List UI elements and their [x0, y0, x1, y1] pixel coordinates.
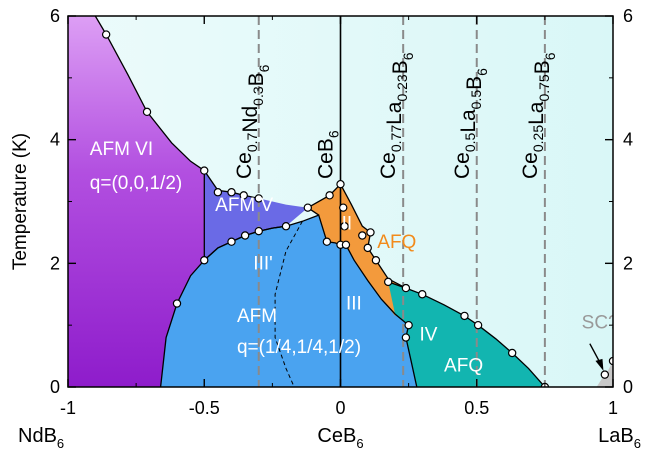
- data-point: [254, 226, 263, 236]
- data-point: [325, 191, 334, 200]
- region-iv-afq: [388, 281, 545, 387]
- data-point: [240, 231, 250, 240]
- data-point: [418, 290, 427, 299]
- data-point: [142, 107, 152, 117]
- data-point: [200, 166, 209, 175]
- data-point: [600, 370, 610, 379]
- y-tick-label-right: 2: [623, 253, 633, 273]
- data-point: [363, 243, 372, 253]
- y-tick-label-right: 4: [623, 130, 633, 150]
- data-point: [101, 30, 111, 39]
- composition-label: CeB6: [315, 130, 342, 179]
- phase-label: III': [253, 254, 272, 275]
- composition-label: Ce0.77La0.23B6: [377, 52, 416, 179]
- y-tick-label: 4: [50, 130, 60, 150]
- data-point: [358, 231, 367, 240]
- x-tick-label: -1: [60, 398, 76, 418]
- sc-arrow: [589, 343, 604, 371]
- phase-boundary: [339, 183, 407, 289]
- data-point: [507, 348, 517, 358]
- data-point: [608, 356, 613, 366]
- phase-label: q=(1/4,1/4,1/2): [237, 337, 361, 358]
- phase-label: q=(0,0,1/2): [90, 173, 182, 194]
- data-point: [172, 299, 182, 308]
- region-sc: [596, 361, 613, 387]
- y-axis-label: Temperature (K): [10, 133, 31, 270]
- dashed-boundary: [274, 221, 303, 387]
- data-point: [200, 256, 209, 265]
- data-point: [341, 240, 351, 249]
- data-point: [371, 256, 381, 265]
- data-point: [339, 203, 348, 212]
- x-tick-label: 0.5: [464, 398, 489, 418]
- x-tick-label: 1: [608, 398, 618, 418]
- phase-label: AFM V: [215, 195, 273, 216]
- phase-label: AFQ: [444, 356, 483, 377]
- data-point: [383, 277, 393, 287]
- data-point: [340, 222, 349, 231]
- region-ii-afq: [307, 184, 406, 316]
- composition-label: Ce0.7Nd0.3B6: [233, 64, 272, 179]
- y-tick-label: 6: [50, 6, 60, 26]
- data-point: [227, 188, 236, 197]
- data-points: [101, 30, 613, 387]
- data-point: [366, 228, 375, 237]
- data-point: [336, 179, 345, 189]
- data-point: [239, 191, 248, 200]
- region-afm-vi: [68, 16, 259, 387]
- data-point: [322, 237, 332, 246]
- y-tick-label: 2: [50, 253, 60, 273]
- data-point: [213, 188, 223, 197]
- end-member-label: NdB6: [18, 425, 64, 451]
- phase-boundary: [387, 281, 546, 387]
- y-tick-label: 0: [50, 377, 60, 397]
- data-point: [303, 203, 312, 212]
- data-point: [473, 320, 483, 330]
- sc-arrow-head: [595, 358, 604, 371]
- data-point: [281, 222, 291, 231]
- y-tick-label-right: 6: [623, 6, 633, 26]
- data-point: [401, 283, 411, 293]
- composition-labels: Ce0.7Nd0.3B6 CeB6 Ce0.77La0.23B6 Ce0.5La0.5…: [233, 52, 558, 179]
- phase-label: IV: [420, 325, 438, 346]
- y-tick-label-right: 0: [623, 377, 633, 397]
- composition-label: Ce0.25La0.75B6: [519, 52, 558, 179]
- data-point: [404, 320, 413, 330]
- data-point: [227, 237, 236, 246]
- phase-labels: AFM VI q=(0,0,1/2) AFM V III' II AFQ III AFM q=(…: [90, 139, 619, 377]
- phase-label: SC?: [582, 312, 619, 333]
- data-point: [254, 194, 263, 203]
- phase-label: III: [346, 294, 362, 315]
- data-point: [401, 333, 411, 342]
- composition-label: Ce0.5La0.5B6: [451, 68, 490, 179]
- x-tick-label: -0.5: [189, 398, 220, 418]
- x-tick-label: 0: [335, 398, 345, 418]
- phase-label: AFQ: [377, 232, 416, 253]
- phase-label: AFM VI: [90, 139, 153, 160]
- phase-label: AFM: [237, 306, 277, 327]
- data-point: [460, 311, 469, 321]
- end-member-label: LaB6: [598, 425, 641, 451]
- end-member-label: CeB6: [317, 425, 363, 451]
- phase-label: II: [342, 213, 353, 234]
